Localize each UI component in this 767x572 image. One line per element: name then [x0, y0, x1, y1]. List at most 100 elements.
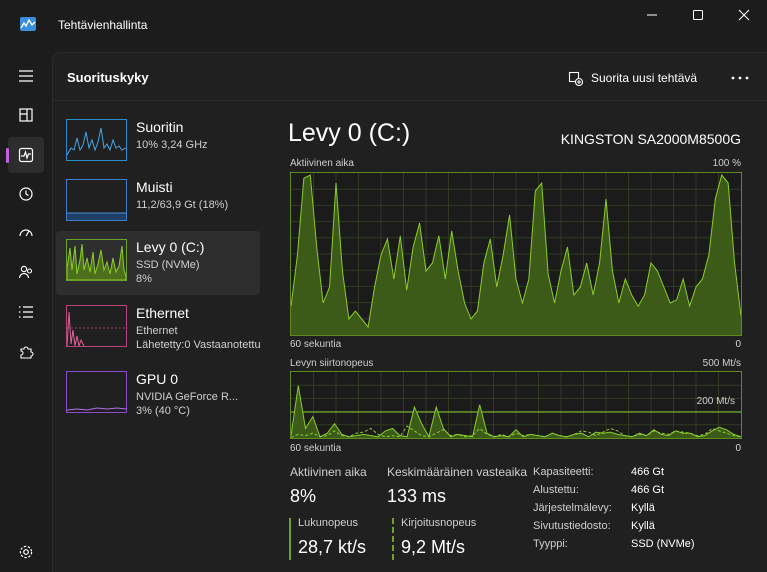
capacity-label: Kapasiteetti: — [533, 466, 594, 478]
disk-sparkline — [66, 243, 127, 281]
device-gpu-0[interactable]: GPU 0 NVIDIA GeForce R... 3% (40 °C) — [56, 363, 260, 427]
system-disk-label: Järjestelmälevy: — [533, 502, 612, 514]
window-title: Tehtävienhallinta — [58, 18, 148, 32]
nav-performance[interactable] — [6, 137, 44, 173]
maximize-button[interactable] — [675, 0, 721, 30]
run-new-task-button[interactable]: Suorita uusi tehtävä — [568, 67, 697, 89]
page-file-value: Kyllä — [631, 520, 655, 532]
read-speed-label: Lukunopeus — [298, 517, 358, 529]
formatted-label: Alustettu: — [533, 484, 579, 496]
disk-thumbnail — [66, 239, 127, 281]
device-detail: NVIDIA GeForce R... — [136, 391, 239, 403]
write-speed-indicator — [392, 518, 394, 560]
nav-settings[interactable] — [8, 534, 44, 570]
device-name: Levy 0 (C:) — [136, 239, 205, 255]
hamburger-icon — [19, 70, 33, 82]
device-traffic: Lähetetty:0 Vastaanotettu — [136, 339, 260, 351]
write-speed-label: Kirjoitusnopeus — [401, 517, 477, 529]
read-speed-value: 28,7 kt/s — [298, 537, 367, 557]
gpu-thumbnail — [66, 371, 127, 413]
active-time-graph-label: Aktiivinen aika — [290, 158, 354, 169]
device-ethernet[interactable]: Ethernet Ethernet Lähetetty:0 Vastaanote… — [56, 297, 260, 361]
active-time-stat-label: Aktiivinen aika — [290, 465, 367, 479]
memory-thumbnail — [66, 179, 127, 221]
device-detail: 11,2/63,9 Gt (18%) — [136, 199, 229, 211]
device-memory[interactable]: Muisti 11,2/63,9 Gt (18%) — [56, 171, 260, 235]
read-speed-indicator — [289, 518, 291, 560]
gear-icon — [19, 545, 33, 559]
transfer-rate-chart — [290, 372, 742, 439]
run-new-task-label: Suorita uusi tehtävä — [591, 71, 698, 85]
close-icon — [738, 9, 750, 21]
nav-services[interactable] — [8, 334, 44, 370]
active-time-stat-value: 8% — [290, 486, 317, 506]
active-time-area — [291, 175, 741, 335]
device-cpu[interactable]: Suoritin 10% 3,24 GHz — [56, 111, 260, 175]
write-speed-value: 9,2 Mt/s — [401, 537, 466, 557]
formatted-value: 466 Gt — [631, 484, 665, 496]
device-usage: 8% — [136, 273, 152, 285]
response-time-stat-label: Keskimääräinen vasteaika — [387, 465, 528, 479]
device-disk-0[interactable]: Levy 0 (C:) SSD (NVMe) 8% — [56, 231, 260, 295]
device-name: Muisti — [136, 179, 173, 195]
nav-details[interactable] — [8, 294, 44, 330]
device-detail: SSD (NVMe) — [136, 259, 200, 271]
transfer-rate-graph-timespan: 60 sekuntia — [290, 443, 342, 454]
page-file-label: Sivutustiedosto: — [533, 520, 611, 532]
page-header: Suorituskyky Suorita uusi tehtävä — [53, 53, 767, 101]
cpu-thumbnail — [66, 119, 127, 161]
write-rate-line — [290, 425, 742, 438]
transfer-rate-graph-max: 500 Mt/s — [702, 358, 741, 369]
system-disk-value: Kyllä — [631, 502, 655, 514]
device-name: GPU 0 — [136, 371, 179, 387]
hamburger-menu-button[interactable] — [8, 58, 44, 94]
processes-icon — [19, 108, 33, 122]
response-time-stat-value: 133 ms — [387, 486, 447, 506]
device-detail: Ethernet — [136, 325, 178, 337]
capacity-value: 466 Gt — [631, 466, 665, 478]
main-panel: Suorituskyky Suorita uusi tehtävä Suorit… — [52, 52, 767, 572]
active-time-graph-min: 0 — [735, 339, 741, 350]
minimize-button[interactable] — [629, 0, 675, 30]
users-icon — [18, 265, 33, 279]
active-time-graph-max: 100 % — [712, 158, 741, 169]
ethernet-thumbnail — [66, 305, 127, 348]
memory-sparkline — [67, 212, 126, 220]
nav-app-history[interactable] — [8, 176, 44, 212]
device-name: Ethernet — [136, 305, 189, 321]
transfer-rate-graph-label: Levyn siirtonopeus — [290, 358, 374, 369]
task-manager-app-icon — [20, 17, 36, 31]
cpu-sparkline — [66, 127, 127, 156]
device-usage: 3% (40 °C) — [136, 405, 190, 417]
gpu-sparkline — [66, 407, 127, 411]
active-time-graph-timespan: 60 sekuntia — [290, 339, 342, 350]
transfer-rate-graph: 200 Mt/s — [290, 371, 742, 439]
services-puzzle-icon — [20, 346, 34, 359]
disk-model: KINGSTON SA2000M8500G — [560, 131, 741, 147]
active-time-chart — [290, 173, 742, 335]
type-label: Tyyppi: — [533, 538, 568, 550]
nav-users[interactable] — [8, 254, 44, 290]
detail-title: Levy 0 (C:) — [288, 119, 411, 147]
minimize-icon — [647, 14, 657, 16]
more-options-button[interactable] — [725, 67, 755, 89]
title-bar: Tehtävienhallinta — [0, 0, 767, 52]
active-time-line — [290, 173, 742, 329]
read-rate-line — [290, 385, 742, 439]
close-button[interactable] — [721, 0, 767, 30]
device-name: Suoritin — [136, 119, 184, 135]
nav-processes[interactable] — [8, 97, 44, 133]
nav-rail — [0, 52, 52, 572]
new-task-icon — [568, 71, 583, 86]
device-detail: 10% 3,24 GHz — [136, 139, 208, 151]
ethernet-sparkline — [66, 311, 126, 348]
nav-startup-apps[interactable] — [8, 215, 44, 251]
details-list-icon — [19, 306, 33, 318]
transfer-rate-scale-label: 200 Mt/s — [696, 396, 735, 407]
transfer-rate-graph-min: 0 — [735, 443, 741, 454]
active-time-graph — [290, 172, 742, 336]
active-nav-indicator — [6, 148, 9, 163]
performance-icon — [18, 147, 34, 163]
history-icon — [19, 187, 33, 201]
startup-gauge-icon — [19, 229, 33, 237]
